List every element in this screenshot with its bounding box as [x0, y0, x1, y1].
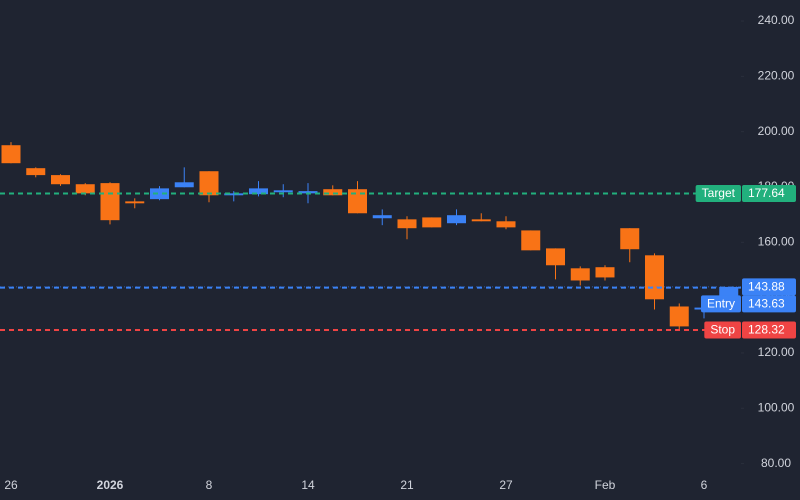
candle-body	[620, 228, 640, 250]
level-value-label-text: 177.64	[748, 186, 785, 200]
level-value-label: 143.63	[742, 295, 796, 313]
level-name-label-box	[700, 295, 741, 313]
candle-body	[273, 190, 293, 193]
candle-body	[51, 175, 70, 185]
candle-body	[595, 267, 615, 278]
candle-body	[249, 188, 268, 195]
level-value-label-box	[742, 185, 796, 203]
candle-body	[199, 171, 219, 196]
y-tick-label: 240.00	[758, 13, 795, 27]
level-value-label: 128.32	[742, 321, 796, 339]
x-tick-label: 21	[400, 478, 414, 492]
candle-body	[26, 168, 46, 176]
candle-body	[496, 221, 516, 228]
candle-body	[224, 193, 244, 196]
candle-body	[298, 191, 318, 194]
candle-body	[372, 215, 392, 219]
x-tick-label: 26	[4, 478, 18, 492]
level-value-label-box	[742, 321, 796, 339]
candle-body	[174, 182, 194, 188]
y-tick-label: 100.00	[758, 400, 795, 414]
level-value-label: 177.64	[742, 185, 796, 203]
level-name-label: Target	[695, 185, 741, 203]
candle-body	[570, 268, 590, 281]
axes: 80.00100.00120.00140.00160.00180.00200.0…	[4, 13, 796, 492]
last-price-label-box	[742, 278, 796, 296]
candle-body	[645, 255, 664, 300]
level-name-label-text: Stop	[710, 323, 735, 337]
candle-body	[669, 306, 689, 327]
candle-body	[75, 184, 95, 194]
level-name-label-text: Target	[702, 186, 736, 200]
level-name-label-box	[695, 185, 741, 203]
y-tick-label: 80.00	[761, 456, 791, 470]
candle-body	[397, 219, 417, 229]
level-name-label: Stop	[704, 321, 741, 339]
candle-body	[323, 189, 343, 196]
level-name-label-text: Entry	[707, 297, 735, 311]
candle-body	[447, 215, 466, 224]
candle-body	[125, 201, 145, 204]
candle-body	[100, 183, 120, 221]
candle-body	[348, 189, 367, 214]
y-tick-label: 220.00	[758, 69, 795, 83]
candle-body	[150, 188, 169, 200]
candle-body	[521, 230, 541, 251]
x-tick-label: 2026	[97, 478, 124, 492]
level-value-label-box	[742, 295, 796, 313]
x-tick-label: 27	[499, 478, 513, 492]
last-price-label: 143.88	[742, 278, 796, 296]
level-name-label: Entry	[700, 295, 741, 313]
level-value-label-text: 143.63	[748, 297, 785, 311]
plot-area	[0, 142, 741, 331]
x-tick-label: 14	[301, 478, 315, 492]
candle-body	[422, 217, 442, 228]
y-tick-label: 160.00	[758, 234, 795, 248]
candle-body	[471, 219, 491, 222]
y-tick-label: 200.00	[758, 124, 795, 138]
x-tick-label: 6	[701, 478, 708, 492]
candle-body	[546, 248, 565, 266]
last-price-label-text: 143.88	[748, 280, 785, 294]
candle-body	[1, 145, 21, 164]
candle-body	[719, 286, 739, 298]
level-value-label-text: 128.32	[748, 323, 785, 337]
x-tick-label: 8	[206, 478, 213, 492]
level-name-label-box	[704, 321, 741, 339]
y-tick-label: 120.00	[758, 345, 795, 359]
x-tick-label: Feb	[595, 478, 616, 492]
